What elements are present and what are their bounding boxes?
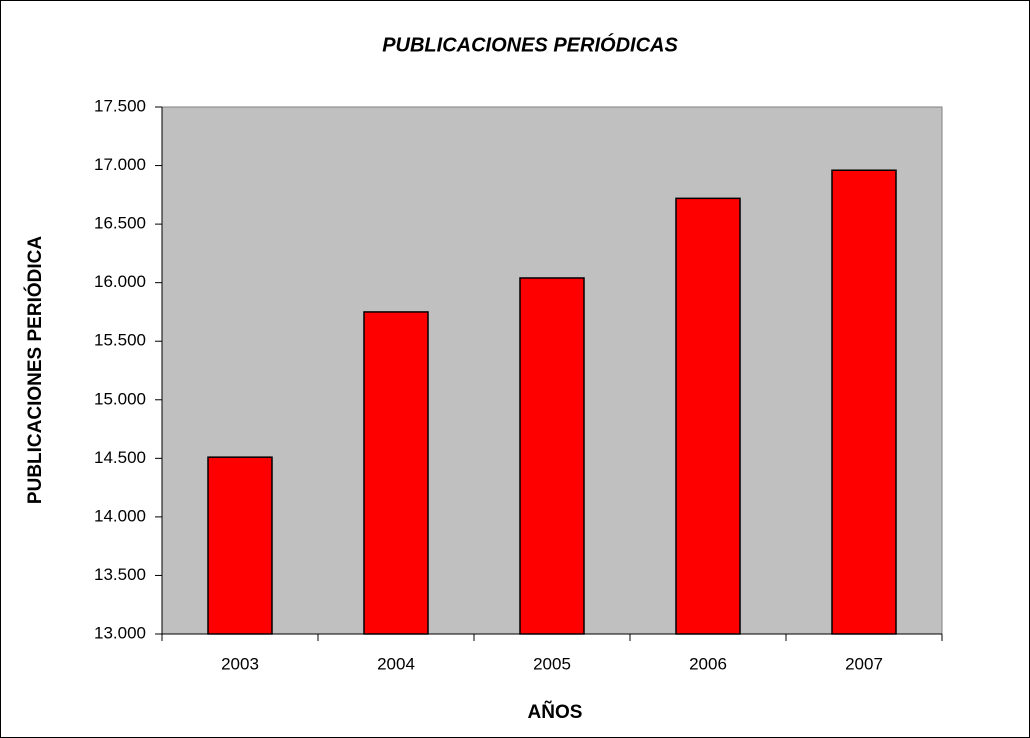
bar — [207, 456, 273, 635]
x-tick-label: 2004 — [377, 654, 415, 673]
y-tick-label: 14.000 — [94, 506, 146, 525]
chart-title: PUBLICACIONES PERIÓDICAS — [382, 32, 678, 56]
y-tick-label: 17.500 — [94, 96, 146, 115]
y-tick-label: 16.000 — [94, 272, 146, 291]
bar — [831, 169, 897, 635]
x-tick-label: 2007 — [845, 654, 883, 673]
y-tick-label: 13.000 — [94, 623, 146, 642]
bar — [519, 277, 585, 635]
bar — [675, 197, 741, 635]
x-tick-label: 2003 — [221, 654, 259, 673]
y-tick-label: 15.500 — [94, 331, 146, 350]
x-axis-title: AÑOS — [528, 701, 583, 723]
x-tick-label: 2005 — [533, 654, 571, 673]
y-axis-title: PUBLICACIONES PERIÓDICA — [24, 236, 46, 504]
x-tick-label: 2006 — [689, 654, 727, 673]
y-tick-label: 15.000 — [94, 389, 146, 408]
y-tick-label: 13.500 — [94, 565, 146, 584]
bar — [363, 311, 429, 635]
y-tick-label: 14.500 — [94, 448, 146, 467]
y-tick-label: 17.000 — [94, 155, 146, 174]
y-tick-label: 16.500 — [94, 214, 146, 233]
